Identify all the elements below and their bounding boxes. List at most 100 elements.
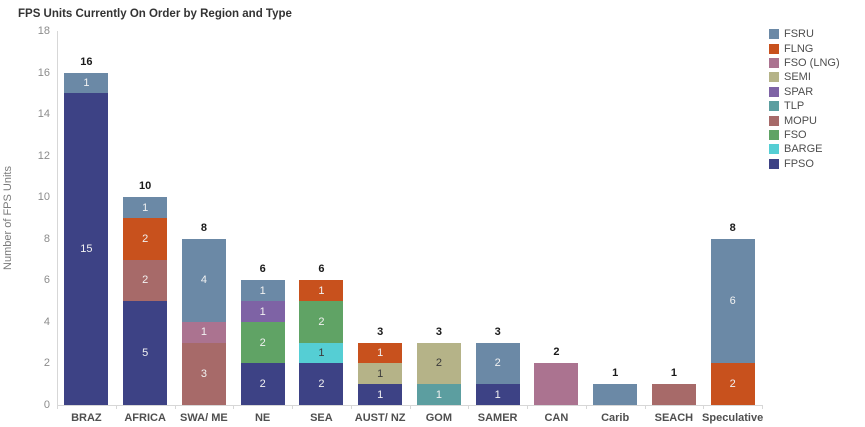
legend-label: FLNG	[784, 42, 814, 55]
segment-value-label: 1	[83, 76, 90, 89]
y-tick-label: 6	[43, 274, 50, 287]
bar-segment-fpso[interactable]: 2	[240, 363, 285, 405]
bar-segment-fsru[interactable]: 4	[181, 238, 226, 322]
bar-segment-fpso[interactable]: 15	[64, 93, 109, 405]
x-axis-tick	[409, 405, 411, 409]
bar-segment-fso[interactable]: 2	[299, 301, 344, 343]
y-tick-label: 4	[43, 315, 50, 328]
legend-label: FSO (LNG)	[784, 56, 840, 69]
segment-value-label: 1	[377, 347, 384, 360]
bar-segment-fso-lng-[interactable]	[534, 363, 579, 405]
segment-value-label: 2	[142, 232, 149, 245]
segment-value-label: 2	[259, 378, 266, 391]
plot-area: Number of FPS Units 0 2 4 6 8 10 12 14 16 18 15 1 1…	[2, 25, 763, 424]
legend-swatch-icon	[769, 43, 779, 54]
bar-segment-flng[interactable]: 1	[299, 280, 344, 302]
bar-segment-mopu[interactable]: 3	[181, 342, 226, 405]
y-tick-label: 8	[43, 232, 50, 245]
bar-segment-fpso[interactable]: 1	[475, 384, 520, 405]
legend-item-flng[interactable]: FLNG	[769, 41, 840, 55]
bar-segment-fsru[interactable]: 1	[240, 280, 285, 302]
legend-label: SPAR	[784, 85, 814, 98]
legend-swatch-icon	[769, 86, 779, 97]
y-tick-label: 18	[37, 25, 50, 37]
bar-can: 2 CAN	[534, 31, 579, 424]
legend-label: FSO	[784, 128, 807, 141]
x-axis-label: SWA/ ME	[180, 412, 228, 424]
legend-item-mopu[interactable]: MOPU	[769, 113, 840, 127]
legend-item-semi[interactable]: SEMI	[769, 70, 840, 84]
chart-title: FPS Units Currently On Order by Region a…	[18, 8, 292, 20]
x-axis-label: SEACH	[654, 412, 694, 424]
legend-label: BARGE	[784, 143, 823, 156]
x-axis-label: CAN	[544, 412, 569, 424]
legend-swatch-icon	[769, 57, 779, 68]
bar-segment-semi[interactable]: 1	[358, 363, 403, 385]
bar-aust-nz: 1 1 1 3 AUST/ NZ	[355, 31, 406, 424]
bar-segment-barge[interactable]: 1	[299, 342, 344, 364]
bar-sea: 2 1 2 1 6 SEA	[299, 31, 344, 424]
legend-item-fpso[interactable]: FPSO	[769, 157, 840, 171]
bar-segment-flng[interactable]: 2	[710, 363, 755, 405]
legend-item-fso-lng-[interactable]: FSO (LNG)	[769, 56, 840, 70]
legend: FSRU FLNG FSO (LNG) SEMI SPAR TLP MOPU FSO BARGE…	[769, 27, 840, 171]
bar-segment-mopu[interactable]: 2	[123, 259, 168, 302]
bar-carib: 1 Carib	[593, 31, 638, 424]
legend-swatch-icon	[769, 158, 779, 169]
segment-value-label: 2	[729, 378, 736, 391]
bar-segment-fpso[interactable]: 5	[123, 301, 168, 405]
bar-speculative: 2 6 8 Speculative	[702, 31, 763, 424]
x-axis-tick	[762, 405, 763, 409]
legend-item-fso[interactable]: FSO	[769, 128, 840, 142]
bar-braz: 15 1 16 BRAZ	[64, 31, 109, 424]
bar-segment-semi[interactable]: 2	[416, 342, 461, 385]
segment-value-label: 2	[494, 357, 501, 370]
x-axis-tick	[527, 405, 528, 409]
y-tick-label: 14	[37, 108, 50, 121]
bar-total-label: 2	[553, 346, 560, 359]
x-axis-tick	[350, 405, 352, 409]
bar-africa: 5 2 2 1 10 AFRICA	[123, 31, 168, 424]
x-axis-tick	[292, 405, 293, 409]
bar-total-label: 16	[80, 55, 93, 68]
legend-label: SEMI	[784, 71, 811, 84]
bar-ne: 2 2 1 1 6 NE	[240, 31, 285, 424]
bar-total-label: 3	[435, 325, 442, 338]
bar-segment-fsru[interactable]: 2	[475, 342, 520, 385]
bar-segment-fpso[interactable]: 2	[299, 363, 344, 405]
x-axis-label: SAMER	[477, 412, 518, 424]
bar-segment-fso[interactable]: 2	[240, 321, 285, 364]
bar-segment-tlp[interactable]: 1	[416, 384, 461, 405]
segment-value-label: 1	[259, 305, 266, 318]
segment-value-label: 6	[729, 295, 736, 308]
legend-item-tlp[interactable]: TLP	[769, 99, 840, 113]
bar-segment-mopu[interactable]	[651, 384, 696, 405]
bar-segment-fso-lng-[interactable]: 1	[181, 321, 226, 343]
bar-total-label: 10	[139, 180, 152, 193]
y-axis-line	[57, 31, 58, 405]
y-tick-label: 10	[37, 191, 50, 204]
legend-item-fsru[interactable]: FSRU	[769, 27, 840, 41]
segment-value-label: 1	[318, 284, 325, 297]
bar-segment-fsru[interactable]: 1	[123, 197, 168, 218]
bar-segment-flng[interactable]: 1	[358, 342, 403, 364]
bar-segment-spar[interactable]: 1	[240, 301, 285, 322]
legend-swatch-icon	[769, 129, 779, 140]
legend-item-barge[interactable]: BARGE	[769, 142, 840, 156]
legend-item-spar[interactable]: SPAR	[769, 85, 840, 99]
bar-segment-fsru[interactable]: 1	[64, 72, 109, 94]
bar-total-label: 3	[494, 325, 501, 338]
bar-total-label: 8	[729, 221, 736, 234]
x-axis-tick	[644, 405, 646, 409]
x-axis-label: Speculative	[702, 412, 764, 424]
legend-label: FSRU	[784, 28, 814, 41]
bar-segment-fsru[interactable]: 6	[710, 238, 755, 364]
segment-value-label: 1	[259, 284, 266, 297]
bar-segment-flng[interactable]: 2	[123, 218, 168, 260]
y-tick-label: 2	[43, 357, 50, 370]
bar-segment-fsru[interactable]	[593, 384, 638, 405]
bar-segment-fpso[interactable]: 1	[358, 384, 403, 405]
bar-swa-me: 3 1 4 8 SWA/ ME	[180, 31, 228, 424]
bar-total-label: 8	[200, 221, 207, 234]
